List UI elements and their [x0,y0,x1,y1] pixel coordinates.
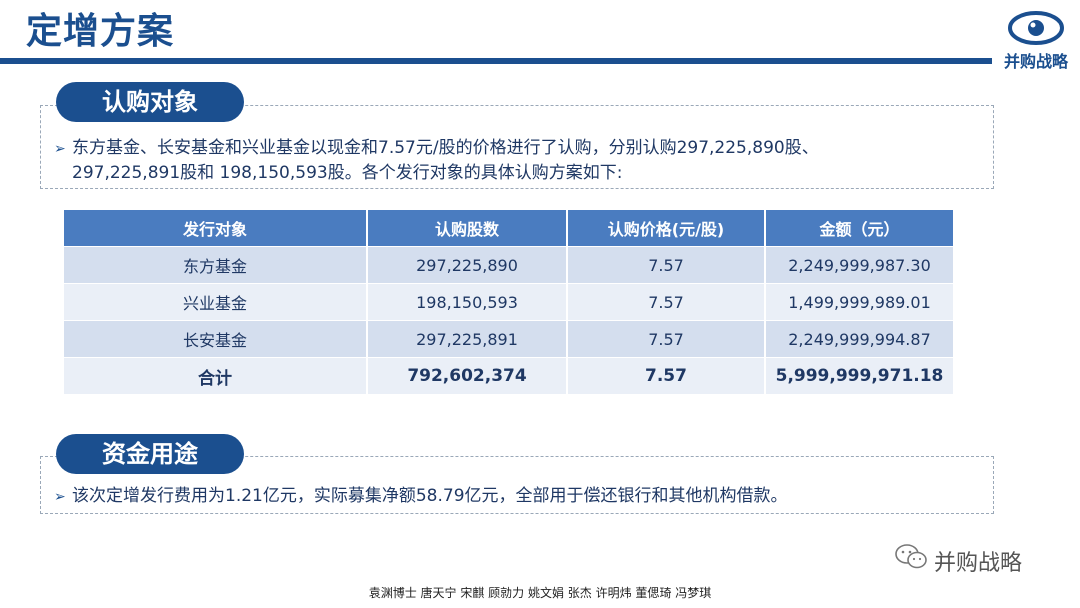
table-total-row: 合计 792,602,374 7.57 5,999,999,971.18 [64,357,955,395]
cell-price: 7.57 [567,283,766,321]
cell-subscriber: 东方基金 [64,246,368,284]
subscribers-line-2: 297,225,891股和 198,150,593股。各个发行对象的具体认购方案… [72,163,623,183]
col-header-amount: 金额（元） [765,210,955,247]
cell-shares: 297,225,890 [367,246,568,284]
watermark-text: 并购战略 [934,551,1023,576]
section-label-subscribers: 认购对象 [56,82,244,122]
use-of-funds-line-1: 该次定增发行费用为1.21亿元，实际募集净额58.79亿元，全部用于偿还银行和其… [72,486,788,506]
bullet-arrow-icon: ➢ [54,489,66,505]
cell-amount: 2,249,999,994.87 [765,320,955,358]
subscription-table: 发行对象 认购股数 认购价格(元/股) 金额（元） 东方基金 297,225,8… [64,210,955,395]
cell-total-amount: 5,999,999,971.18 [765,357,955,395]
col-header-price: 认购价格(元/股) [567,210,766,247]
table-row: 东方基金 297,225,890 7.57 2,249,999,987.30 [64,246,955,284]
bullet-arrow-icon: ➢ [54,141,66,157]
cell-subscriber: 长安基金 [64,320,368,358]
cell-amount: 2,249,999,987.30 [765,246,955,284]
footer-authors: 袁渊博士 唐天宁 宋麒 顾勍力 姚文娟 张杰 许明炜 董偲琦 冯梦琪 [368,586,712,600]
title-underline [0,58,992,64]
table-row: 长安基金 297,225,891 7.57 2,249,999,994.87 [64,320,955,358]
cell-amount: 1,499,999,989.01 [765,283,955,321]
cell-price: 7.57 [567,320,766,358]
cell-shares: 198,150,593 [367,283,568,321]
cell-total-label: 合计 [64,357,368,395]
subscribers-text: ➢ 东方基金、长安基金和兴业基金以现金和7.57元/股的价格进行了认购，分别认购2… [54,136,989,185]
cell-price: 7.57 [567,246,766,284]
section-label-use-of-funds: 资金用途 [56,434,244,474]
col-header-shares: 认购股数 [367,210,568,247]
cell-total-shares: 792,602,374 [367,357,568,395]
col-header-subscriber: 发行对象 [64,210,368,247]
cell-total-price: 7.57 [567,357,766,395]
page-title: 定增方案 [26,11,175,52]
table-row: 兴业基金 198,150,593 7.57 1,499,999,989.01 [64,283,955,321]
logo-text: 并购战略 [1003,52,1068,71]
use-of-funds-text: ➢ 该次定增发行费用为1.21亿元，实际募集净额58.79亿元，全部用于偿还银行和… [54,484,989,509]
eye-icon [1008,11,1064,45]
wechat-icon [895,544,927,569]
table-header-row: 发行对象 认购股数 认购价格(元/股) 金额（元） [64,210,955,247]
subscribers-box [40,105,994,189]
use-of-funds-box [40,456,994,514]
subscribers-line-1: 东方基金、长安基金和兴业基金以现金和7.57元/股的价格进行了认购，分别认购29… [72,138,819,158]
cell-subscriber: 兴业基金 [64,283,368,321]
cell-shares: 297,225,891 [367,320,568,358]
logo: 并购战略 [996,4,1076,76]
